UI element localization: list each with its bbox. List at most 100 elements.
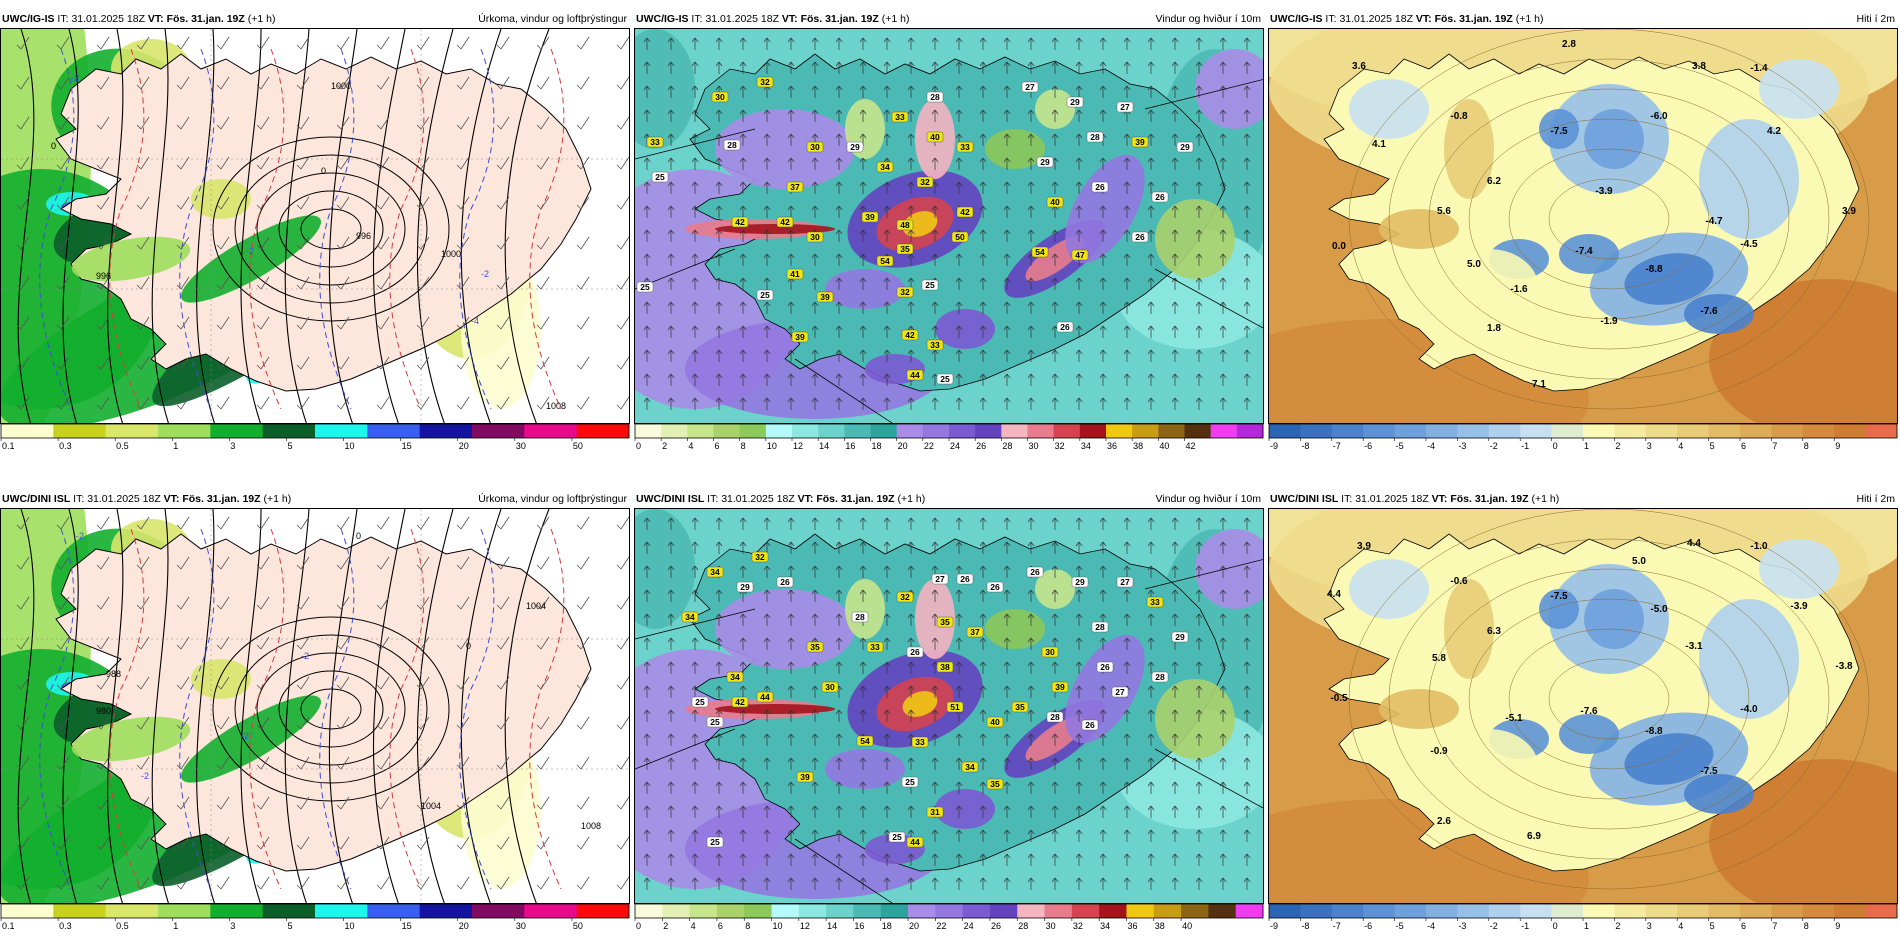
svg-text:48: 48	[900, 220, 910, 230]
temperature-value: 3.9	[1842, 206, 1856, 217]
model-name: UWC/IG-IS	[1270, 13, 1323, 25]
gust-label: 35	[986, 778, 1004, 790]
gust-label: 29	[1176, 141, 1194, 153]
svg-text:32: 32	[920, 177, 930, 187]
gust-label: 33	[891, 111, 909, 123]
gust-label: 33	[956, 141, 974, 153]
colorbar-swatch	[1053, 424, 1081, 438]
temperature-map: 2.8 3.6 3.8 -1.4 -0.8 -6.0 -7.5 4.2 4.1 6.2 -3.9 5.…	[1268, 28, 1898, 424]
gust-label: 39	[796, 771, 814, 783]
colorbar-tick-label: 8	[745, 921, 750, 931]
colorbar-swatch	[524, 424, 578, 438]
colorbar-tick-label: 28	[1002, 441, 1012, 451]
contour-label: 1000	[331, 81, 351, 91]
gust-label: 33	[1146, 596, 1164, 608]
colorbar-tick-label: 4	[1678, 921, 1683, 931]
contour-label: -2	[301, 651, 309, 661]
temperature-value: 2.8	[1562, 39, 1576, 50]
gust-label: 54	[876, 255, 894, 267]
colorbar-tick-label: -9	[1270, 921, 1278, 931]
colorbar-swatch	[1184, 424, 1212, 438]
colorbar-swatch	[1079, 424, 1107, 438]
colorbar-swatch	[826, 904, 854, 918]
svg-text:34: 34	[880, 162, 890, 172]
model-name: UWC/DINI ISL	[636, 493, 705, 505]
contour-label: 0	[51, 141, 56, 151]
colorbar-tick-label: 5	[1710, 441, 1715, 451]
gust-label: 51	[946, 701, 964, 713]
gust-label: 33	[911, 736, 929, 748]
colorbar-tick-label: 34	[1081, 441, 1091, 451]
it-label: IT:	[1325, 13, 1337, 25]
gust-label: 35	[896, 243, 914, 255]
colorbar-tick-label: 2	[1615, 921, 1620, 931]
gust-label: 26	[986, 581, 1004, 593]
gust-label: 26	[1131, 231, 1149, 243]
temperature-value: -8.8	[1645, 726, 1663, 737]
contour-label: 1004	[421, 801, 441, 811]
svg-text:26: 26	[1030, 567, 1040, 577]
colorbar-tick-label: 22	[936, 921, 946, 931]
colorbar-swatch	[1153, 904, 1182, 918]
gust-label: 35	[806, 641, 824, 653]
svg-text:42: 42	[735, 697, 745, 707]
colorbar-tick-label: 0.3	[59, 441, 72, 451]
colorbar-swatch	[1708, 424, 1741, 438]
svg-text:39: 39	[1135, 137, 1145, 147]
gust-label: 34	[726, 671, 744, 683]
colorbar-tick-label: -7	[1333, 441, 1341, 451]
svg-text:26: 26	[1135, 232, 1145, 242]
svg-text:40: 40	[1050, 197, 1060, 207]
valid-time: Fös. 31.jan. 19Z	[816, 493, 895, 505]
colorbar-tick-label: 14	[819, 441, 829, 451]
it-label: IT:	[57, 13, 69, 25]
colorbar-swatch	[1645, 424, 1678, 438]
svg-text:54: 54	[860, 736, 870, 746]
colorbar-swatch	[576, 904, 630, 918]
colorbar-swatch	[739, 424, 767, 438]
temperature-value: -1.6	[1510, 284, 1528, 295]
svg-text:30: 30	[810, 142, 820, 152]
colorbar-tick-label: 10	[345, 921, 355, 931]
svg-text:39: 39	[795, 332, 805, 342]
colorbar-swatch	[367, 904, 421, 918]
panel-title: Vindur og hviður í 10m	[1155, 13, 1261, 25]
gust-label: 34	[961, 761, 979, 773]
colorbar-legend: 0.1 0.3 0.5 1 3 5 10 15 20 30 50	[0, 904, 630, 932]
init-time: 31.01.2025 18Z	[1355, 493, 1429, 505]
colorbar-tick-label: 20	[459, 921, 469, 931]
gust-label: 40	[926, 131, 944, 143]
colorbar-swatch	[1488, 424, 1521, 438]
colorbar-swatch	[771, 904, 800, 918]
colorbar-tick-label: 1	[1584, 921, 1589, 931]
colorbar-tick-label: 20	[898, 441, 908, 451]
svg-text:33: 33	[1150, 597, 1160, 607]
colorbar-swatch	[880, 904, 909, 918]
gust-label: 25	[651, 171, 669, 183]
gust-label: 30	[806, 231, 824, 243]
panel-header: UWC/IG-IS IT: 31.01.2025 18Z VT: Fös. 31…	[634, 10, 1264, 28]
contour-label: 1008	[546, 401, 566, 411]
svg-text:28: 28	[1050, 712, 1060, 722]
gust-label: 26	[1151, 191, 1169, 203]
colorbar-swatch	[798, 904, 827, 918]
colorbar-swatch	[1426, 424, 1458, 438]
model-name: UWC/IG-IS	[636, 13, 689, 25]
colorbar-swatch	[1834, 424, 1867, 438]
svg-text:29: 29	[1040, 157, 1050, 167]
init-time: 31.01.2025 18Z	[721, 493, 795, 505]
temperature-value: 2.6	[1437, 816, 1451, 827]
precip-map: 1000 996 1000 996 -2 -2 -4 -2 1008 0 0	[0, 28, 630, 424]
svg-text:50: 50	[955, 232, 965, 242]
svg-text:44: 44	[910, 370, 920, 380]
colorbar-swatch	[1181, 904, 1209, 918]
colorbar-legend: 0.1 0.3 0.5 1 3 5 10 15 20 30 50	[0, 424, 630, 452]
svg-text:39: 39	[820, 292, 830, 302]
gust-label: 37	[786, 181, 804, 193]
gust-label: 30	[821, 681, 839, 693]
svg-text:34: 34	[710, 567, 720, 577]
colorbar-swatch	[1802, 424, 1835, 438]
colorbar-tick-label: 0	[1553, 921, 1558, 931]
temperature-value: -0.5	[1330, 693, 1348, 704]
colorbar-tick-label: 1	[173, 921, 178, 931]
